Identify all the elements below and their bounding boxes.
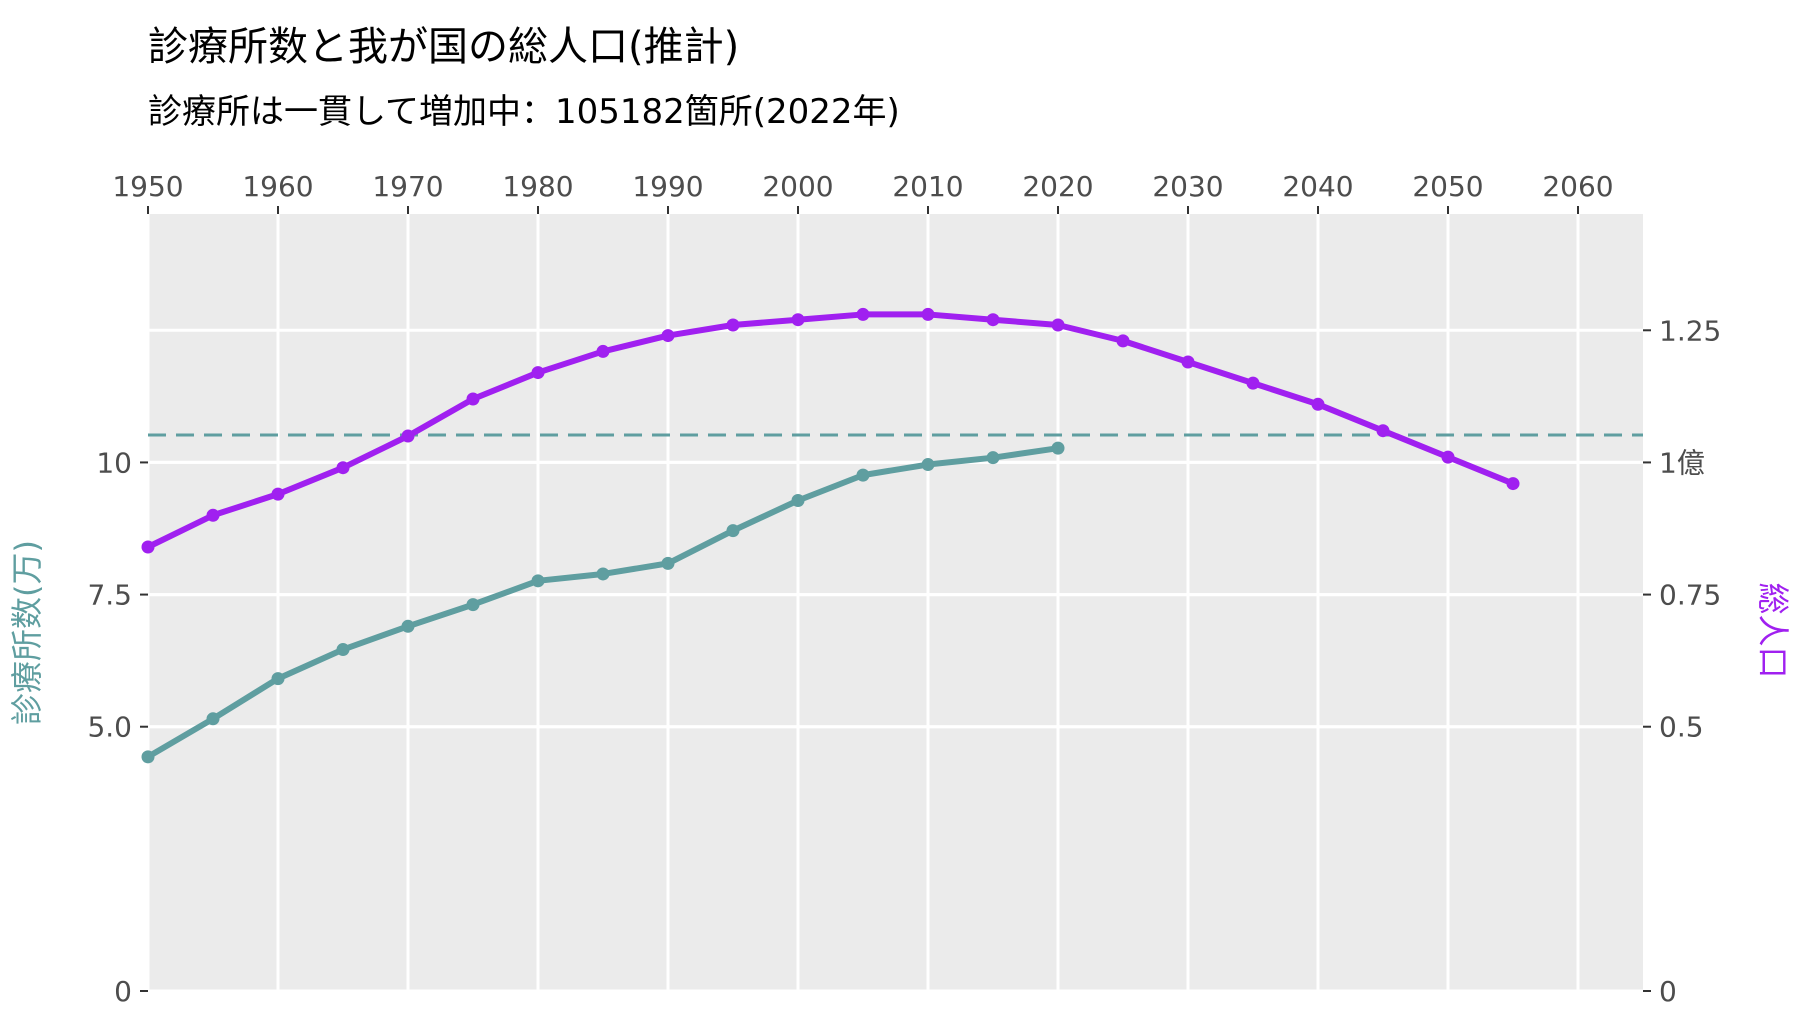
data-point-1	[1182, 356, 1195, 369]
data-point-1	[1052, 319, 1065, 332]
y-axis-right: 0 0.5 0.75 1億 1.25	[1643, 314, 1721, 1008]
data-point-0	[727, 524, 740, 537]
data-point-0	[532, 574, 545, 587]
data-point-0	[922, 458, 935, 471]
data-point-0	[207, 712, 220, 725]
data-point-1	[922, 308, 935, 321]
data-point-1	[532, 366, 545, 379]
y-axis-left: 0 5.0 7.5 10	[87, 446, 148, 1008]
x-tick-label: 2030	[1152, 170, 1223, 203]
data-point-0	[1052, 442, 1065, 455]
data-point-1	[1247, 377, 1260, 390]
x-tick-label: 2010	[892, 170, 963, 203]
data-point-0	[337, 643, 350, 656]
x-tick-label: 1950	[112, 170, 183, 203]
x-tick-label: 1970	[372, 170, 443, 203]
data-point-1	[987, 313, 1000, 326]
data-point-1	[1377, 424, 1390, 437]
y-right-tick-label: 1.25	[1659, 314, 1721, 347]
y-left-tick-label: 0	[114, 975, 132, 1008]
x-tick-label: 1960	[242, 170, 313, 203]
data-point-0	[142, 750, 155, 763]
y-right-tick-label: 1億	[1659, 446, 1705, 479]
data-point-1	[727, 319, 740, 332]
y-axis-left-label: 診療所数(万)	[8, 540, 46, 725]
data-point-1	[272, 488, 285, 501]
data-point-0	[662, 557, 675, 570]
y-right-tick-label: 0	[1659, 975, 1677, 1008]
x-tick-label: 2060	[1542, 170, 1613, 203]
data-point-0	[467, 598, 480, 611]
x-tick-label: 2050	[1412, 170, 1483, 203]
x-tick-label: 2040	[1282, 170, 1353, 203]
y-left-tick-label: 5.0	[87, 711, 132, 744]
data-point-0	[402, 620, 415, 633]
data-point-1	[467, 393, 480, 406]
data-point-1	[337, 461, 350, 474]
x-tick-label: 2000	[762, 170, 833, 203]
data-point-1	[207, 509, 220, 522]
y-left-tick-label: 7.5	[87, 579, 132, 612]
data-point-1	[597, 345, 610, 358]
data-point-1	[1507, 477, 1520, 490]
data-point-1	[142, 541, 155, 554]
y-left-tick-label: 10	[96, 446, 132, 479]
x-tick-label: 1980	[502, 170, 573, 203]
data-point-0	[597, 567, 610, 580]
data-point-0	[792, 494, 805, 507]
data-point-1	[1117, 334, 1130, 347]
data-point-0	[987, 451, 1000, 464]
x-tick-label: 2020	[1022, 170, 1093, 203]
data-point-0	[857, 469, 870, 482]
x-tick-label: 1990	[632, 170, 703, 203]
data-point-1	[1442, 451, 1455, 464]
data-point-1	[792, 313, 805, 326]
data-point-0	[272, 672, 285, 685]
data-point-1	[1312, 398, 1325, 411]
y-axis-right-label: 総人口	[1754, 582, 1792, 678]
data-point-1	[402, 430, 415, 443]
y-right-tick-label: 0.75	[1659, 579, 1721, 612]
x-axis: 1950 1960 1970 1980 1990 2000 2010 2020 2030 2040…	[112, 170, 1613, 214]
y-right-tick-label: 0.5	[1659, 711, 1704, 744]
data-point-1	[662, 329, 675, 342]
data-point-1	[857, 308, 870, 321]
